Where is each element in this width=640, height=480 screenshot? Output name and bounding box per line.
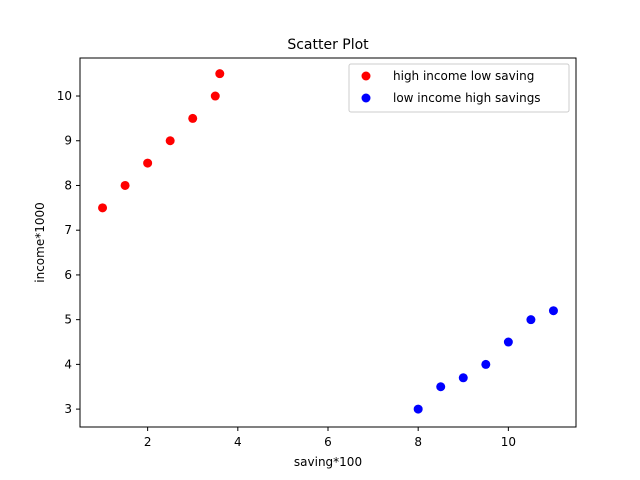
plot-frame (79, 57, 577, 428)
data-point-series-1 (481, 359, 491, 369)
y-tick-label: 9 (64, 134, 72, 148)
y-tick-label: 3 (64, 402, 72, 416)
data-point-series-1 (526, 315, 536, 325)
data-points (98, 69, 558, 414)
legend-box (348, 63, 570, 113)
y-tick-label: 7 (64, 223, 72, 237)
y-tick-label: 6 (64, 268, 72, 282)
data-point-series-1 (503, 337, 513, 347)
x-axis-ticks: 2 4 6 8 10 (144, 427, 516, 449)
x-tick-label: 8 (414, 435, 422, 449)
y-axis-ticks: 3 4 5 6 7 8 9 10 (57, 89, 80, 416)
data-point-series-0 (188, 113, 198, 123)
data-point-series-1 (436, 382, 446, 392)
data-point-series-0 (98, 203, 108, 213)
data-point-series-1 (413, 404, 423, 414)
x-tick-label: 6 (324, 435, 332, 449)
data-point-series-0 (143, 158, 153, 168)
legend-label-low-income-high-savings: low income high savings (393, 91, 541, 105)
y-tick-label: 10 (57, 89, 72, 103)
x-axis-label: saving*100 (294, 455, 362, 469)
legend-marker-high-income-low-saving (361, 71, 371, 81)
y-tick-label: 5 (64, 313, 72, 327)
legend-marker-low-income-high-savings (361, 93, 371, 103)
y-tick-label: 8 (64, 178, 72, 192)
x-tick-label: 4 (234, 435, 242, 449)
legend: high income low saving low income high s… (348, 63, 570, 113)
axes (79, 57, 577, 428)
data-point-series-1 (458, 373, 468, 383)
data-point-series-1 (548, 306, 558, 316)
y-tick-label: 4 (64, 357, 72, 371)
x-tick-label: 2 (144, 435, 152, 449)
y-axis-label: income*1000 (33, 202, 47, 283)
data-point-series-0 (210, 91, 220, 101)
chart-title: Scatter Plot (287, 37, 369, 53)
data-point-series-0 (165, 136, 175, 146)
data-point-series-0 (120, 180, 130, 190)
x-tick-label: 10 (501, 435, 516, 449)
data-point-series-0 (215, 69, 225, 79)
legend-label-high-income-low-saving: high income low saving (393, 69, 534, 83)
